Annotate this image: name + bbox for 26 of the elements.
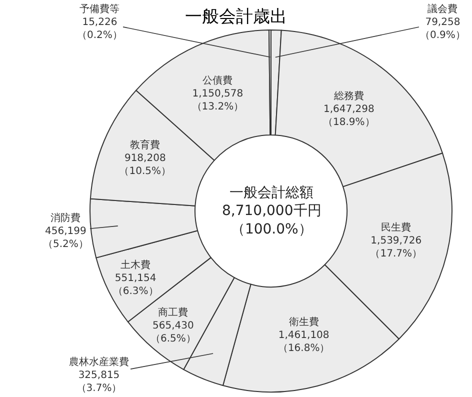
slice-label: 農林水産業費 — [69, 356, 129, 368]
data-label: 1,539,726（17.7%） — [370, 235, 422, 260]
slice-label: 商工費 — [158, 306, 188, 318]
text: （100.0%） — [230, 221, 312, 238]
slice-label: 民生費 — [381, 221, 412, 234]
data-label: 1,150,578（13.2%） — [192, 88, 244, 113]
slice-label: 予備費等 — [80, 3, 120, 15]
slice-label: 議会費 — [428, 3, 458, 15]
slice-label: 消防費 — [50, 212, 81, 224]
data-label: 79,258（0.9%） — [420, 17, 466, 41]
data-label: 325,815（3.7%） — [76, 370, 122, 394]
data-label: 918,208（10.5%） — [119, 152, 172, 177]
slice-label: 公債費 — [202, 74, 233, 87]
chart-title: 一般会計歳出 — [185, 6, 287, 27]
data-label: 565,430（6.5%） — [150, 320, 196, 344]
slice-label: 総務費 — [332, 90, 364, 102]
data-label: 551,154（6.3%） — [112, 273, 158, 298]
text: 一般会計総額 — [230, 185, 314, 201]
data-label: 1,461,108（16.8%） — [278, 330, 330, 354]
slice-label: 土木費 — [120, 259, 151, 272]
data-label: 1,647,298（18.9%） — [323, 104, 375, 128]
data-label: 15,226（0.2%） — [77, 17, 122, 41]
data-label: 456,199（5.2%） — [43, 226, 88, 250]
slice-label: 衛生費 — [288, 316, 319, 328]
text: 8,710,000千円 — [222, 203, 322, 220]
slice-label: 教育費 — [130, 138, 160, 151]
